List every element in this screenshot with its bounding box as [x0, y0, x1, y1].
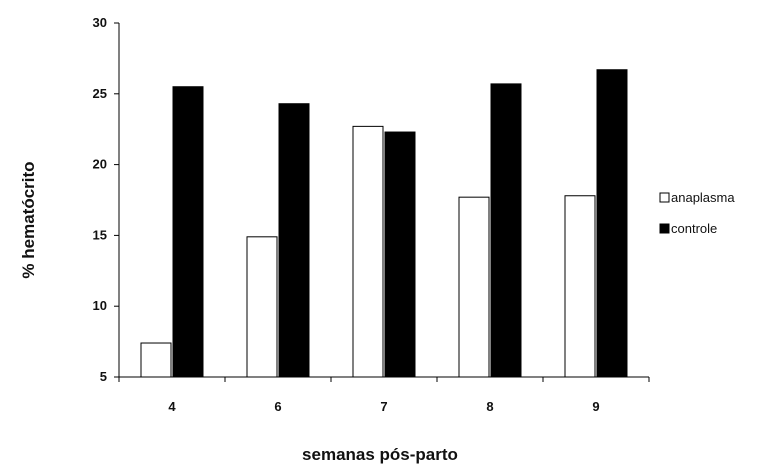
y-tick-label: 15	[93, 227, 107, 242]
bar-anaplasma-4	[140, 342, 172, 378]
legend-label-anaplasma: anaplasma	[671, 190, 735, 205]
y-tick-label: 20	[93, 157, 107, 172]
bar-controle-6	[278, 103, 310, 378]
y-tick-label: 10	[93, 298, 107, 313]
bar-controle-7	[384, 131, 416, 378]
y-tick-label: 5	[100, 369, 107, 384]
y-ticks-group: 5 10 15 20 25 30	[93, 15, 119, 384]
legend-swatch-controle	[659, 223, 670, 234]
legend-label-controle: controle	[671, 221, 717, 236]
x-tick-label: 4	[168, 399, 176, 414]
legend: anaplasma controle	[659, 190, 735, 236]
x-ticks-group: 4 6 7 8 9	[118, 377, 650, 414]
bar-anaplasma-9	[564, 195, 596, 378]
bar-controle-4	[172, 86, 204, 378]
bar-anaplasma-7	[352, 125, 384, 378]
bar-controle-8	[490, 83, 522, 378]
y-tick-label: 25	[93, 86, 107, 101]
bar-anaplasma-6	[246, 236, 278, 378]
x-tick-label: 7	[380, 399, 387, 414]
y-tick-label: 30	[93, 15, 107, 30]
x-axis-title: semanas pós-parto	[302, 445, 458, 464]
x-tick-label: 9	[592, 399, 599, 414]
bar-anaplasma-8	[458, 196, 490, 378]
y-axis-title: % hematócrito	[19, 161, 38, 278]
bar-controle-9	[596, 69, 628, 378]
x-tick-label: 6	[274, 399, 281, 414]
bars-group	[140, 69, 628, 378]
x-tick-label: 8	[486, 399, 493, 414]
legend-swatch-anaplasma	[659, 192, 670, 203]
